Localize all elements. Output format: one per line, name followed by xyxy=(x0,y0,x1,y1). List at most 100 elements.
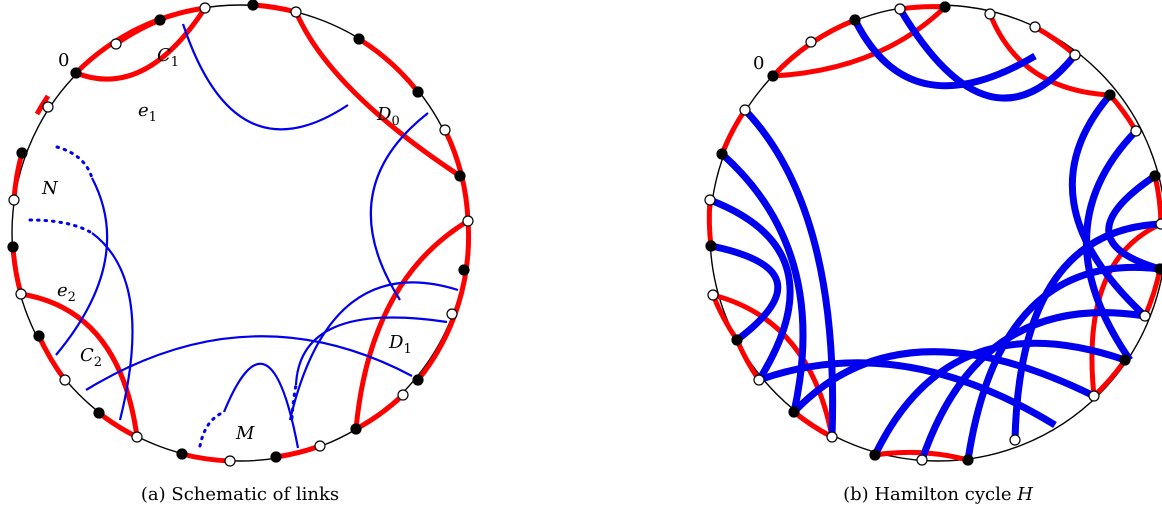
vertex xyxy=(353,33,365,45)
vertex xyxy=(704,194,716,206)
vertex xyxy=(1154,263,1162,275)
red-edge xyxy=(181,451,231,464)
label-e1: e1 xyxy=(138,100,157,125)
vertex xyxy=(16,147,28,159)
vertex xyxy=(462,215,474,227)
blue-dotted-n xyxy=(55,145,94,180)
vertex xyxy=(15,288,27,300)
panel-b-blue-links xyxy=(708,7,1162,462)
label-c1: C1 xyxy=(157,45,179,70)
vertex xyxy=(1119,354,1131,366)
label-c2: C2 xyxy=(80,345,102,370)
red-edge xyxy=(416,220,472,382)
red-edge xyxy=(719,108,748,155)
red-edge xyxy=(36,334,67,382)
blue-link xyxy=(851,18,1037,90)
vertex xyxy=(788,406,800,418)
vertex xyxy=(1009,434,1021,446)
vertex xyxy=(767,70,779,82)
red-chord xyxy=(1089,221,1162,397)
label-n: N xyxy=(41,178,59,199)
vertex xyxy=(7,241,19,253)
vertex xyxy=(8,194,20,206)
vertex xyxy=(1155,218,1162,230)
vertex xyxy=(176,448,188,460)
red-edge xyxy=(1033,24,1077,57)
vertex xyxy=(33,330,45,342)
vertex xyxy=(984,8,996,20)
panel-b-vertices xyxy=(704,1,1162,466)
blue-link-d0 xyxy=(369,112,429,301)
red-chord-e2 xyxy=(20,291,140,438)
vertex xyxy=(397,389,409,401)
vertex xyxy=(1029,21,1041,33)
blue-link xyxy=(964,264,1161,461)
vertex xyxy=(454,170,466,182)
vertex xyxy=(290,6,302,18)
panel-a-schematic-of-links: 0 C1 e1 D0 N e2 C2 D1 M (a) Schematic of… xyxy=(7,0,474,505)
vertex xyxy=(224,455,236,467)
vertex xyxy=(247,0,259,11)
vertex xyxy=(962,454,974,466)
vertex xyxy=(894,3,906,15)
red-edge xyxy=(357,36,420,94)
vertex xyxy=(439,124,451,136)
vertex xyxy=(805,36,817,48)
vertex xyxy=(1130,125,1142,137)
label-d1: D1 xyxy=(388,332,412,357)
vertex xyxy=(199,2,211,14)
panel-b-hamilton-cycle: 0 (b) Hamilton cycle H xyxy=(704,1,1162,505)
red-chord xyxy=(772,5,947,79)
vertex xyxy=(705,240,717,252)
blue-link xyxy=(708,196,794,382)
vertex xyxy=(131,431,143,443)
red-edge xyxy=(252,2,297,15)
blue-link-d1 xyxy=(288,281,459,421)
red-edge xyxy=(11,152,25,201)
vertex xyxy=(154,14,166,26)
label-e2: e2 xyxy=(57,280,76,305)
vertex xyxy=(412,374,424,386)
blue-link xyxy=(791,348,1096,415)
blue-link-n xyxy=(55,177,109,356)
vertex xyxy=(93,407,105,419)
panel-a-vertices xyxy=(7,0,474,467)
blue-link xyxy=(742,107,837,438)
vertex xyxy=(1149,170,1161,182)
red-chord-e1 xyxy=(75,6,208,82)
vertex xyxy=(412,86,424,98)
vertex xyxy=(1139,310,1151,322)
panel-a-zero-label: 0 xyxy=(58,50,69,71)
red-edge xyxy=(771,17,856,78)
vertex xyxy=(446,308,458,320)
vertex xyxy=(314,440,326,452)
red-edge xyxy=(114,17,161,47)
vertex xyxy=(270,451,282,463)
red-edge xyxy=(34,94,51,116)
red-chord xyxy=(987,13,1111,98)
red-edge xyxy=(899,4,946,12)
vertex xyxy=(59,374,71,386)
blue-dotted-m2 xyxy=(290,383,298,420)
blue-link xyxy=(757,359,1057,428)
panel-b-caption: (b) Hamilton cycle H xyxy=(843,484,1033,505)
vertex xyxy=(753,374,765,386)
red-chord-d0 xyxy=(293,10,462,179)
blue-link-d1b xyxy=(294,316,448,386)
red-edge xyxy=(706,199,714,247)
panel-a-blue-links xyxy=(28,23,459,449)
blue-dotted-n2 xyxy=(28,218,94,235)
red-edge xyxy=(734,339,762,382)
panel-b-zero-label: 0 xyxy=(753,53,764,74)
vertex xyxy=(350,423,362,435)
red-edge xyxy=(354,393,405,432)
vertex xyxy=(869,449,881,461)
blue-link-n2 xyxy=(91,232,134,421)
red-edge xyxy=(74,5,206,75)
red-edge xyxy=(10,246,24,295)
vertex xyxy=(916,454,928,466)
vertex xyxy=(70,67,82,79)
blue-link xyxy=(918,309,1146,462)
blue-link xyxy=(896,7,1078,102)
